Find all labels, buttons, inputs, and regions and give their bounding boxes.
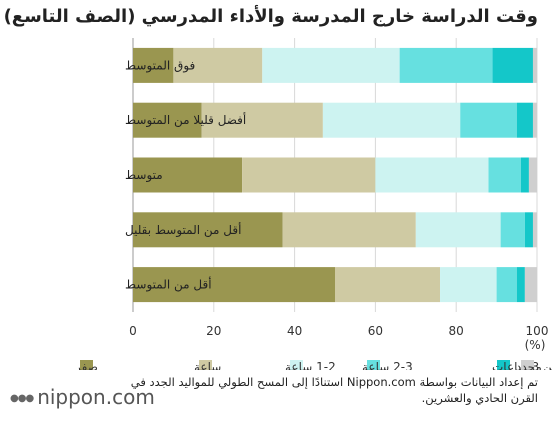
bar-segment xyxy=(242,157,376,193)
bar-segment xyxy=(528,157,537,193)
legend-label: 2-3 ساعة xyxy=(362,360,413,370)
category-label: فوق المتوسط xyxy=(125,58,195,73)
category-label: أفضل قليلا من المتوسط xyxy=(125,112,246,128)
bar-segment xyxy=(133,157,243,193)
bar-segment xyxy=(488,157,521,193)
bar-segment xyxy=(322,102,461,138)
bar-segment xyxy=(492,47,533,83)
bar-segment xyxy=(516,102,533,138)
legend-swatch xyxy=(367,360,380,370)
logo-dots: ●●● xyxy=(10,393,34,404)
legend-swatch xyxy=(80,360,93,370)
bar-segment xyxy=(133,102,202,138)
legend-label: 1-2 ساعة xyxy=(285,360,336,370)
bar-segment xyxy=(282,212,416,248)
bar-segment xyxy=(201,102,323,138)
bars xyxy=(133,47,537,303)
stacked-bar-chart: فوق المتوسط أفضل قليلا من المتوسط متوسط أقل… xyxy=(74,38,552,370)
bar-segment xyxy=(532,47,537,83)
bar-segment xyxy=(520,157,529,193)
source-note: تم إعداد البيانات بواسطة Nippon.com استن… xyxy=(130,375,538,405)
bar-segment xyxy=(532,212,537,248)
category-label: متوسط xyxy=(125,168,163,183)
category-label: أقل من المتوسط بقليل xyxy=(125,222,241,238)
x-axis-unit: (%) xyxy=(525,338,546,352)
x-tick-label: 40 xyxy=(287,324,302,338)
bar-segment xyxy=(524,267,537,303)
category-labels: فوق المتوسط أفضل قليلا من المتوسط متوسط أقل… xyxy=(125,58,246,292)
legend-label: غير محدد xyxy=(516,360,552,370)
bar-segment xyxy=(399,47,493,83)
bar-segment xyxy=(375,157,489,193)
legend-swatch xyxy=(497,360,510,370)
nippon-logo: ●●● nippon.com xyxy=(10,385,155,409)
chart-title: وقت الدراسة خارج المدرسة والأداء المدرسي… xyxy=(3,6,538,27)
bar-segment xyxy=(262,47,400,83)
x-tick-label: 20 xyxy=(206,324,221,338)
bar-segment xyxy=(173,47,263,83)
legend-swatch xyxy=(290,360,303,370)
x-tick-label: 60 xyxy=(368,324,383,338)
bar-segment xyxy=(133,212,283,248)
legend-label: صفر xyxy=(74,360,98,370)
bar-segment xyxy=(496,267,517,303)
bar-segment xyxy=(524,212,533,248)
bar-segment xyxy=(516,267,525,303)
bar-segment xyxy=(500,212,525,248)
x-tick-label: 0 xyxy=(129,324,137,338)
bar-segment xyxy=(532,102,537,138)
logo-text: nippon.com xyxy=(37,385,155,409)
bar-segment xyxy=(440,267,497,303)
legend-swatch xyxy=(199,360,212,370)
legend-label: ساعة xyxy=(194,360,221,370)
bar-segment xyxy=(335,267,441,303)
x-tick-label: 80 xyxy=(449,324,464,338)
legend-swatch xyxy=(521,360,534,370)
bar-segment xyxy=(133,47,174,83)
x-axis-ticks: 0 20 40 60 80 100 xyxy=(129,324,548,338)
bar-segment xyxy=(415,212,501,248)
category-label: أقل من المتوسط xyxy=(125,277,212,293)
x-tick-label: 100 xyxy=(526,324,549,338)
bar-segment xyxy=(460,102,517,138)
bar-segment xyxy=(133,267,335,303)
